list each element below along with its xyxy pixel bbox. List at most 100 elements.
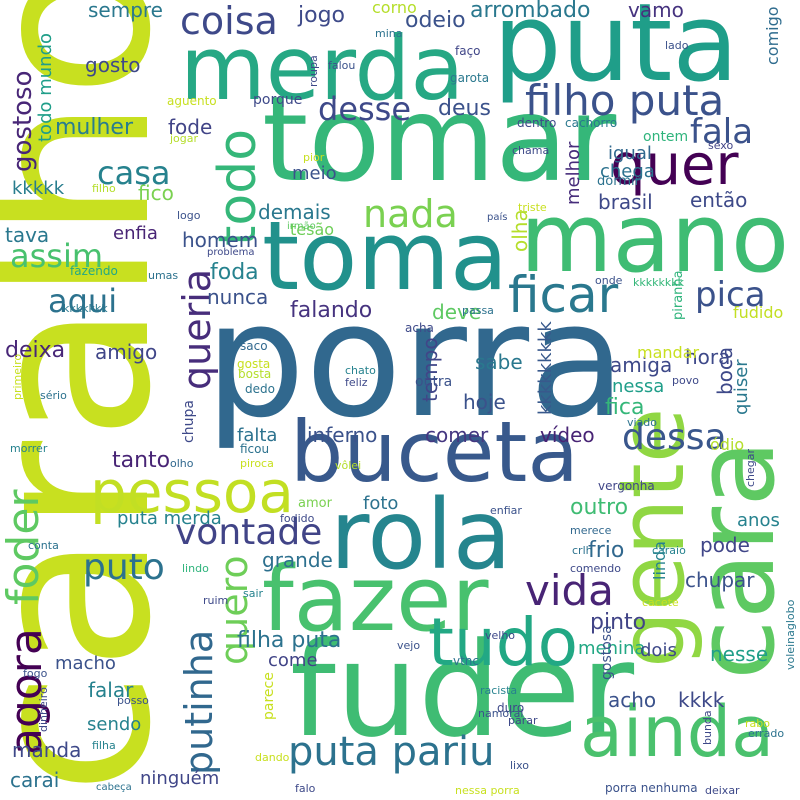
- cloud-word: puta: [493, 0, 739, 106]
- cloud-word: toma: [262, 202, 509, 312]
- cloud-word: macho: [55, 653, 116, 674]
- cloud-word: aqui: [48, 282, 118, 320]
- cloud-word: nessa porra: [455, 784, 520, 797]
- cloud-word: porra: [205, 269, 626, 453]
- cloud-word: primeiro: [11, 353, 24, 400]
- cloud-word: fala: [690, 112, 754, 152]
- cloud-word: gostoso: [8, 70, 38, 172]
- cloud-word: tava: [5, 223, 50, 247]
- cloud-word: nessa: [612, 376, 665, 397]
- cloud-word: errado: [748, 727, 785, 740]
- cloud-word: vídeo: [540, 423, 595, 447]
- cloud-word: país: [487, 212, 508, 223]
- cloud-word: passa: [462, 304, 494, 317]
- cloud-word: mano: [520, 184, 790, 294]
- cloud-word: puta merda: [117, 508, 222, 529]
- cloud-word: merece: [570, 524, 612, 537]
- cloud-word: então: [690, 188, 748, 212]
- cloud-word: porra nenhuma: [605, 781, 698, 795]
- cloud-word: falo: [295, 782, 316, 795]
- cloud-word: mina: [375, 27, 403, 40]
- cloud-word: chegar: [744, 448, 757, 487]
- cloud-word: enfiar: [490, 504, 522, 517]
- cloud-word: dois: [640, 640, 677, 661]
- cloud-word: demais: [258, 200, 331, 224]
- cloud-word: porque: [253, 92, 303, 108]
- cloud-word: fodido: [280, 512, 315, 525]
- cloud-word: menina: [578, 638, 646, 659]
- cloud-word: foda: [210, 260, 259, 285]
- cloud-word: ninguém: [140, 768, 220, 789]
- cloud-word: carai: [10, 768, 60, 792]
- cloud-word: rola: [330, 479, 512, 591]
- cloud-word: piroca: [240, 457, 274, 470]
- cloud-word: voleinaglobo: [784, 599, 797, 670]
- cloud-word: merda: [180, 17, 465, 120]
- cloud-word: vontade: [175, 512, 323, 553]
- cloud-word: meio: [292, 163, 337, 184]
- cloud-word: sendo: [87, 714, 142, 735]
- cloud-word: faço: [455, 44, 481, 58]
- cloud-word: tomar: [262, 70, 617, 208]
- cloud-word: deixa: [5, 338, 66, 363]
- cloud-word: umas: [148, 269, 179, 282]
- cloud-word: dedo: [245, 382, 275, 396]
- cloud-word: fode: [168, 115, 213, 139]
- cloud-word: viado: [627, 416, 658, 429]
- cloud-word: falar: [88, 678, 134, 702]
- cloud-word: problema: [207, 247, 255, 258]
- cloud-word: sexo: [708, 139, 734, 152]
- cloud-word: outro: [570, 495, 629, 520]
- cloud-word: comer: [425, 423, 489, 447]
- cloud-word: inferno: [307, 423, 378, 447]
- cloud-word: triste: [518, 201, 547, 214]
- cloud-word: hora: [685, 345, 731, 369]
- cloud-word: dormir: [597, 174, 640, 189]
- cloud-word: sair: [243, 587, 264, 600]
- cloud-word: quer: [610, 133, 739, 198]
- cloud-word: aguento: [167, 94, 217, 108]
- cloud-word: puta pariu: [288, 729, 495, 775]
- cloud-word: mulher: [55, 115, 134, 140]
- cloud-word: chupar: [685, 568, 755, 592]
- cloud-word: sério: [40, 389, 67, 402]
- cloud-word: ficou: [240, 442, 270, 456]
- cloud-word: cacete: [642, 596, 679, 609]
- cloud-word: fazendo: [70, 264, 118, 278]
- cloud-word: morrer: [10, 442, 48, 455]
- cloud-word: brasil: [598, 190, 653, 214]
- cloud-word: dinheiro: [37, 687, 50, 732]
- cloud-word: manda: [12, 738, 82, 762]
- cloud-word: pinto: [590, 610, 647, 635]
- cloud-word: namoral: [478, 707, 524, 720]
- cloud-word: roupa: [307, 55, 320, 87]
- cloud-word: falou: [328, 59, 356, 72]
- cloud-word: igual: [608, 143, 652, 164]
- cloud-word: assim: [10, 237, 104, 275]
- cloud-word: homem: [182, 228, 259, 252]
- cloud-word: comigo: [763, 6, 782, 65]
- cloud-word: fudido: [733, 303, 784, 322]
- cloud-word: acho: [608, 688, 657, 712]
- cloud-word: deus: [438, 96, 491, 121]
- cloud-word: ainda: [580, 691, 775, 773]
- cloud-word: lixo: [510, 759, 530, 772]
- cloud-word: jogar: [170, 132, 199, 145]
- cloud-word: coisa: [180, 0, 278, 43]
- cloud-word: quiser: [731, 359, 752, 415]
- cloud-word: conta: [28, 539, 59, 552]
- cloud-word: cachorro: [565, 116, 618, 130]
- cloud-word: fazer: [262, 547, 489, 652]
- cloud-word: vejo: [397, 639, 421, 652]
- cloud-word: bunda: [701, 710, 714, 745]
- cloud-word: ontem: [643, 129, 689, 145]
- cloud-word: sempre: [88, 0, 163, 22]
- cloud-word: tempo: [418, 337, 442, 402]
- cloud-word: chato: [345, 364, 376, 377]
- cloud-word: chupa: [181, 400, 197, 443]
- cloud-word: arrombado: [470, 0, 591, 23]
- cloud-word: lindo: [182, 562, 209, 575]
- cloud-word: gostosa: [599, 625, 615, 680]
- cloud-word: gosta: [237, 357, 271, 371]
